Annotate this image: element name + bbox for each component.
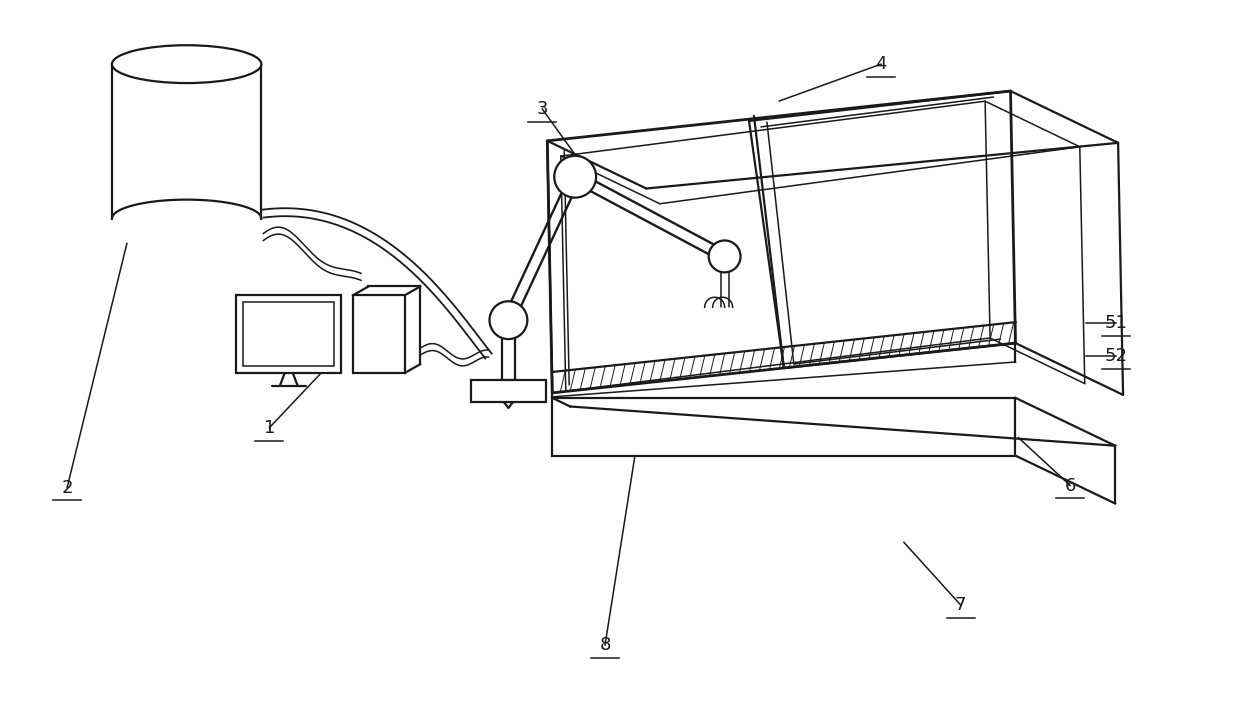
Text: 7: 7	[955, 596, 966, 614]
Text: 51: 51	[1105, 314, 1127, 332]
Ellipse shape	[709, 240, 740, 272]
Text: 52: 52	[1105, 347, 1127, 365]
Bar	[552, 398, 1016, 456]
Text: 1: 1	[264, 419, 275, 437]
Ellipse shape	[554, 156, 596, 197]
Ellipse shape	[112, 45, 262, 83]
Bar	[243, 302, 334, 366]
Text: 6: 6	[1065, 477, 1076, 494]
Bar	[237, 296, 341, 373]
Text: 2: 2	[61, 478, 73, 496]
Ellipse shape	[490, 301, 527, 339]
Bar	[353, 296, 404, 373]
Text: 3: 3	[537, 100, 548, 118]
Text: 4: 4	[875, 55, 887, 73]
Text: 8: 8	[599, 636, 611, 654]
Bar	[470, 380, 547, 402]
